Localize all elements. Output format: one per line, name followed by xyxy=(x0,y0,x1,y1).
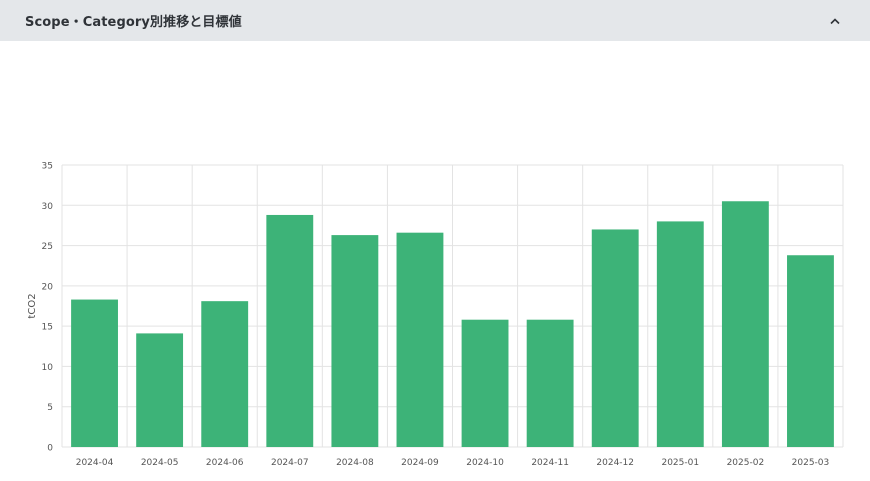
x-tick-labels: 2024-04 2024-05 2024-06 2024-07 2024-08 2024-… xyxy=(76,458,830,468)
x-tick-label: 2025-01 xyxy=(661,458,699,468)
panel-title: Scope・Category別推移と目標値 xyxy=(25,15,242,30)
x-tick-label: 2024-06 xyxy=(206,458,244,468)
x-tick-label: 2024-09 xyxy=(401,458,439,468)
x-tick-label: 2024-08 xyxy=(336,458,374,468)
x-tick-label: 2025-03 xyxy=(792,458,830,468)
y-tick-labels: 0 5 10 15 20 25 30 35 xyxy=(42,162,54,454)
y-tick-label: 0 xyxy=(47,444,53,454)
bar-layer xyxy=(71,201,834,447)
bar-2024-10[interactable] xyxy=(461,319,509,447)
bar-2024-04[interactable] xyxy=(71,299,118,447)
bar-2024-12[interactable] xyxy=(591,229,639,447)
y-tick-label: 5 xyxy=(47,403,53,413)
chart-area: 0 5 10 15 20 25 30 35 2024-04 2024-05 2024-06 2024… xyxy=(0,41,870,477)
panel-header[interactable]: Scope・Category別推移と目標値 xyxy=(0,0,870,41)
y-tick-label: 35 xyxy=(42,162,53,172)
grid-layer xyxy=(61,164,844,448)
x-tick-label: 2024-05 xyxy=(141,458,179,468)
bar-2025-02[interactable] xyxy=(721,201,769,447)
x-tick-label: 2024-11 xyxy=(531,458,569,468)
bar-2024-07[interactable] xyxy=(266,214,314,447)
bar-2024-08[interactable] xyxy=(331,235,379,447)
y-tick-label: 15 xyxy=(42,323,53,333)
y-tick-label: 10 xyxy=(42,363,54,373)
bar-2024-05[interactable] xyxy=(136,333,184,447)
bar-2025-03[interactable] xyxy=(787,255,834,447)
y-axis-label: tCO2 xyxy=(27,293,38,318)
x-tick-label: 2024-12 xyxy=(596,458,634,468)
x-tick-label: 2024-10 xyxy=(466,458,504,468)
bar-2024-09[interactable] xyxy=(396,232,444,447)
x-tick-label: 2025-02 xyxy=(727,458,765,468)
bar-2024-06[interactable] xyxy=(201,301,249,447)
y-tick-label: 30 xyxy=(42,202,54,212)
chevron-up-icon[interactable] xyxy=(826,12,844,30)
x-tick-label: 2024-04 xyxy=(76,458,114,468)
bar-2025-01[interactable] xyxy=(656,221,704,447)
y-tick-label: 20 xyxy=(42,282,54,292)
bar-2024-11[interactable] xyxy=(526,319,574,447)
x-tick-label: 2024-07 xyxy=(271,458,309,468)
y-tick-label: 25 xyxy=(42,242,53,252)
